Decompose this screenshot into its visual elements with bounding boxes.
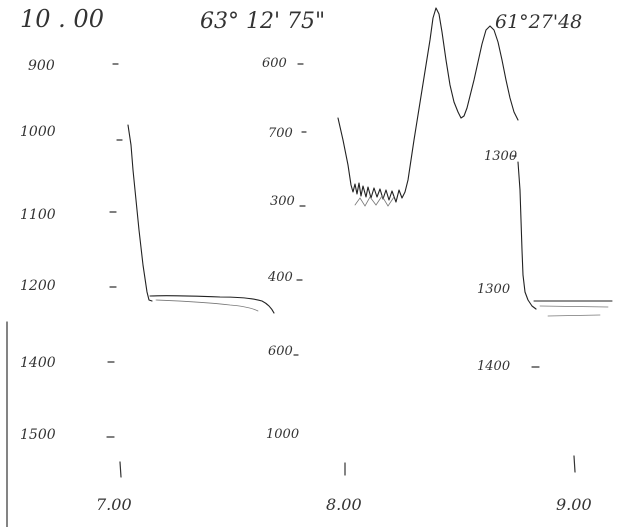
trace-left-tail-faint (155, 299, 259, 312)
footer-time-label: 7.00 (96, 495, 132, 514)
left-scale-label: 900 (28, 58, 55, 74)
left-scale-label: 1200 (20, 278, 56, 294)
trace-right (517, 161, 537, 310)
right-scale-label: 1300 (477, 282, 510, 297)
footer-time-label: 9.00 (556, 495, 592, 514)
right-scale-label: 1400 (477, 359, 510, 374)
header-coord-left: 63° 12' 75" (200, 9, 325, 34)
header-time: 10 . 00 (20, 5, 104, 33)
footer-time-label: 8.00 (326, 495, 362, 514)
middle-scale-label: 1000 (266, 427, 299, 442)
middle-scale-label: 700 (268, 126, 293, 141)
time-tick (573, 455, 576, 473)
trace-right-tail-faint (539, 305, 609, 317)
trace-middle (337, 7, 519, 203)
trace-left (127, 124, 153, 302)
left-scale-label: 1000 (20, 124, 56, 140)
left-scale-label: 1100 (20, 207, 56, 223)
left-scale-label: 1500 (20, 427, 56, 443)
trace-middle-faint (354, 195, 395, 207)
scale-dashes (106, 63, 540, 438)
middle-scale-label: 600 (262, 56, 287, 71)
middle-scale-label: 300 (270, 194, 295, 209)
header-coord-right: 61°27'48 (495, 11, 582, 33)
time-tick (119, 461, 122, 478)
right-scale-label: 1300 (484, 149, 517, 164)
middle-scale-label: 400 (267, 270, 293, 285)
left-scale-label: 1400 (20, 355, 56, 371)
trace-left-tail (149, 295, 275, 314)
middle-scale-label: 600 (268, 344, 293, 359)
